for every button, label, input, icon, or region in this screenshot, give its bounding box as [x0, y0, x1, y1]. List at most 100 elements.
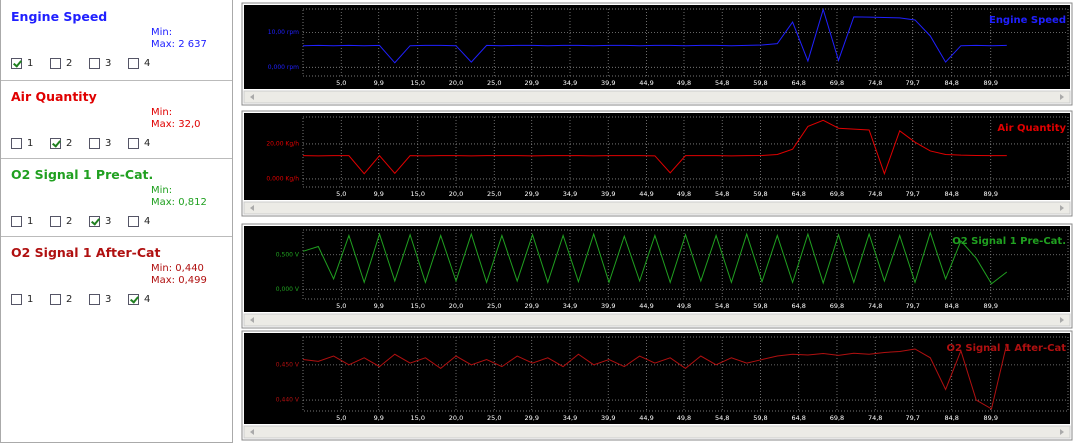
scroll-right[interactable]: [1060, 94, 1064, 100]
signal-title: O2 Signal 1 Pre-Cat.: [11, 167, 154, 182]
scroll-right[interactable]: [1060, 205, 1064, 211]
channel-checkbox[interactable]: 1: [11, 58, 33, 69]
channel-checkbox[interactable]: 1: [11, 216, 33, 227]
x-tick-label: 69,8: [830, 414, 844, 422]
y-tick-label: 20,00 Kg/h: [266, 140, 299, 147]
chart-panel: 5,0 9,9 15,0 20,0 25,0 29,9 34,9 39,9 44,9 49,8 54…: [241, 330, 1073, 441]
x-tick-label: 25,0: [487, 414, 501, 422]
checkbox[interactable]: [11, 138, 22, 149]
channel-checkbox[interactable]: 4: [128, 216, 150, 227]
x-tick-label: 5,0: [336, 79, 346, 87]
x-tick-label: 29,9: [524, 79, 538, 87]
x-tick-label: 5,0: [336, 302, 346, 310]
checkbox[interactable]: [89, 216, 100, 227]
channel-checkbox[interactable]: 3: [89, 294, 111, 305]
x-tick-label: 54,8: [715, 302, 729, 310]
signal-line: [302, 119, 1007, 176]
x-tick-label: 69,8: [830, 79, 844, 87]
x-tick-label: 44,9: [639, 414, 653, 422]
x-tick-label: 59,8: [753, 190, 767, 198]
checkbox[interactable]: [11, 58, 22, 69]
channel-checkbox[interactable]: 2: [50, 58, 72, 69]
scroll-right[interactable]: [1060, 429, 1064, 435]
x-tick-label: 9,9: [374, 414, 384, 422]
checkbox[interactable]: [11, 216, 22, 227]
signal-list: Engine Speed Min: Max: 2 637 1 2 3 4 Air Quanti…: [0, 0, 233, 443]
x-tick-label: 79,7: [905, 302, 919, 310]
checkbox[interactable]: [128, 216, 139, 227]
checkbox-label: 2: [66, 294, 73, 305]
x-tick-label: 34,9: [563, 302, 577, 310]
channel-checkbox[interactable]: 3: [89, 58, 111, 69]
scroll-left[interactable]: [250, 429, 254, 435]
channel-checkbox[interactable]: 3: [89, 216, 111, 227]
signal-item: Engine Speed Min: Max: 2 637 1 2 3 4: [1, 0, 232, 81]
channel-checkbox[interactable]: 2: [50, 216, 72, 227]
checkbox-label: 2: [66, 138, 73, 149]
x-tick-label: 39,9: [601, 414, 615, 422]
channel-checkbox[interactable]: 2: [50, 138, 72, 149]
plot-border: [302, 8, 1069, 77]
channel-checkbox[interactable]: 3: [89, 138, 111, 149]
checkbox[interactable]: [11, 294, 22, 305]
scrollbar[interactable]: [243, 90, 1071, 104]
x-tick-label: 5,0: [336, 190, 346, 198]
checkbox[interactable]: [128, 138, 139, 149]
scroll-left[interactable]: [250, 94, 254, 100]
x-tick-label: 64,8: [791, 190, 805, 198]
plot-border: [302, 116, 1069, 188]
chart-title: O2 Signal 1 After-Cat: [946, 343, 1066, 354]
checkbox[interactable]: [89, 138, 100, 149]
x-tick-label: 34,9: [563, 190, 577, 198]
x-tick-label: 54,8: [715, 414, 729, 422]
checkbox-label: 3: [105, 58, 112, 69]
x-tick-label: 44,9: [639, 190, 653, 198]
checkbox[interactable]: [89, 58, 100, 69]
x-tick-label: 9,9: [374, 302, 384, 310]
scrollbar[interactable]: [243, 201, 1071, 215]
max-value: Max: 32,0: [151, 119, 201, 130]
checkbox-label: 1: [27, 216, 34, 227]
min-value: Min:: [151, 27, 173, 38]
channel-checkbox[interactable]: 4: [128, 58, 150, 69]
y-tick-label: 0,440 V: [276, 397, 300, 404]
x-tick-label: 54,8: [715, 79, 729, 87]
x-tick-label: 89,9: [983, 79, 997, 87]
x-tick-label: 15,0: [411, 79, 425, 87]
x-tick-label: 25,0: [487, 190, 501, 198]
x-tick-label: 44,9: [639, 79, 653, 87]
x-tick-label: 84,8: [944, 414, 958, 422]
scroll-left[interactable]: [250, 317, 254, 323]
signal-line: [302, 231, 1008, 285]
x-tick-label: 74,8: [868, 79, 882, 87]
checkbox[interactable]: [50, 294, 61, 305]
x-tick-label: 20,0: [449, 302, 463, 310]
scrollbar[interactable]: [243, 313, 1071, 327]
channel-checkbox[interactable]: 4: [128, 138, 150, 149]
x-tick-label: 79,7: [905, 414, 919, 422]
x-tick-label: 15,0: [411, 302, 425, 310]
max-value: Max: 0,812: [151, 197, 207, 208]
channel-checkbox[interactable]: 1: [11, 138, 33, 149]
channel-checkbox[interactable]: 1: [11, 294, 33, 305]
scroll-right[interactable]: [1060, 317, 1064, 323]
x-tick-label: 79,7: [905, 79, 919, 87]
channel-checkbox[interactable]: 2: [50, 294, 72, 305]
signal-line: [302, 343, 1008, 410]
checkbox[interactable]: [50, 216, 61, 227]
plot-background: [244, 113, 1070, 200]
checkbox[interactable]: [128, 58, 139, 69]
scrollbar[interactable]: [243, 425, 1071, 439]
x-tick-label: 64,8: [791, 414, 805, 422]
checkbox[interactable]: [50, 58, 61, 69]
x-tick-label: 29,9: [524, 414, 538, 422]
x-tick-label: 69,8: [830, 302, 844, 310]
checkbox[interactable]: [128, 294, 139, 305]
x-tick-label: 74,8: [868, 190, 882, 198]
channel-checkbox[interactable]: 4: [128, 294, 150, 305]
scroll-left[interactable]: [250, 205, 254, 211]
checkbox[interactable]: [89, 294, 100, 305]
checkbox-label: 3: [105, 216, 112, 227]
checkbox[interactable]: [50, 138, 61, 149]
checkbox-label: 4: [144, 294, 151, 305]
